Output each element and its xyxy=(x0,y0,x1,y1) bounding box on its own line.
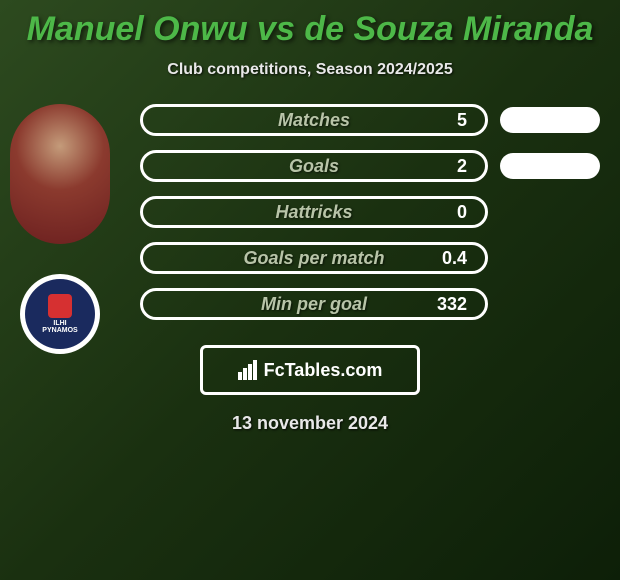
club-badge-text-1: ILHI xyxy=(53,320,66,327)
date-text: 13 november 2024 xyxy=(0,413,620,434)
player-photo xyxy=(10,104,110,244)
stat-row: Goals per match 0.4 xyxy=(140,242,600,274)
right-pill xyxy=(500,107,600,133)
stat-label: Matches xyxy=(161,110,467,131)
stat-label: Goals xyxy=(161,156,467,177)
footer-brand-box: FcTables.com xyxy=(200,345,420,395)
club-badge: ILHI PYNAMOS xyxy=(20,274,100,354)
stats-area: ILHI PYNAMOS Matches 5 Goals 2 xyxy=(0,104,620,320)
player-photo-placeholder xyxy=(10,104,110,244)
stat-rows: Matches 5 Goals 2 Hattricks 0 xyxy=(140,104,600,320)
stat-row: Min per goal 332 xyxy=(140,288,600,320)
stat-value: 332 xyxy=(437,294,467,315)
stat-value: 2 xyxy=(457,156,467,177)
stat-label: Hattricks xyxy=(161,202,467,223)
stat-bar-matches: Matches 5 xyxy=(140,104,488,136)
right-pill xyxy=(500,153,600,179)
stat-value: 5 xyxy=(457,110,467,131)
stat-label: Min per goal xyxy=(161,294,467,315)
stat-value: 0.4 xyxy=(442,248,467,269)
stat-value: 0 xyxy=(457,202,467,223)
stat-bar-goals: Goals 2 xyxy=(140,150,488,182)
stat-row: Goals 2 xyxy=(140,150,600,182)
chart-icon xyxy=(238,360,258,380)
footer-brand-text: FcTables.com xyxy=(264,360,383,381)
stat-bar-hattricks: Hattricks 0 xyxy=(140,196,488,228)
stat-label: Goals per match xyxy=(161,248,467,269)
club-badge-inner: ILHI PYNAMOS xyxy=(25,279,95,349)
stat-bar-mpg: Min per goal 332 xyxy=(140,288,488,320)
stat-row: Matches 5 xyxy=(140,104,600,136)
stat-row: Hattricks 0 xyxy=(140,196,600,228)
club-badge-icon xyxy=(48,294,72,318)
page-title: Manuel Onwu vs de Souza Miranda xyxy=(0,10,620,49)
club-badge-text-2: PYNAMOS xyxy=(42,327,77,334)
stat-bar-gpm: Goals per match 0.4 xyxy=(140,242,488,274)
infographic-container: Manuel Onwu vs de Souza Miranda Club com… xyxy=(0,0,620,444)
subtitle: Club competitions, Season 2024/2025 xyxy=(0,61,620,79)
